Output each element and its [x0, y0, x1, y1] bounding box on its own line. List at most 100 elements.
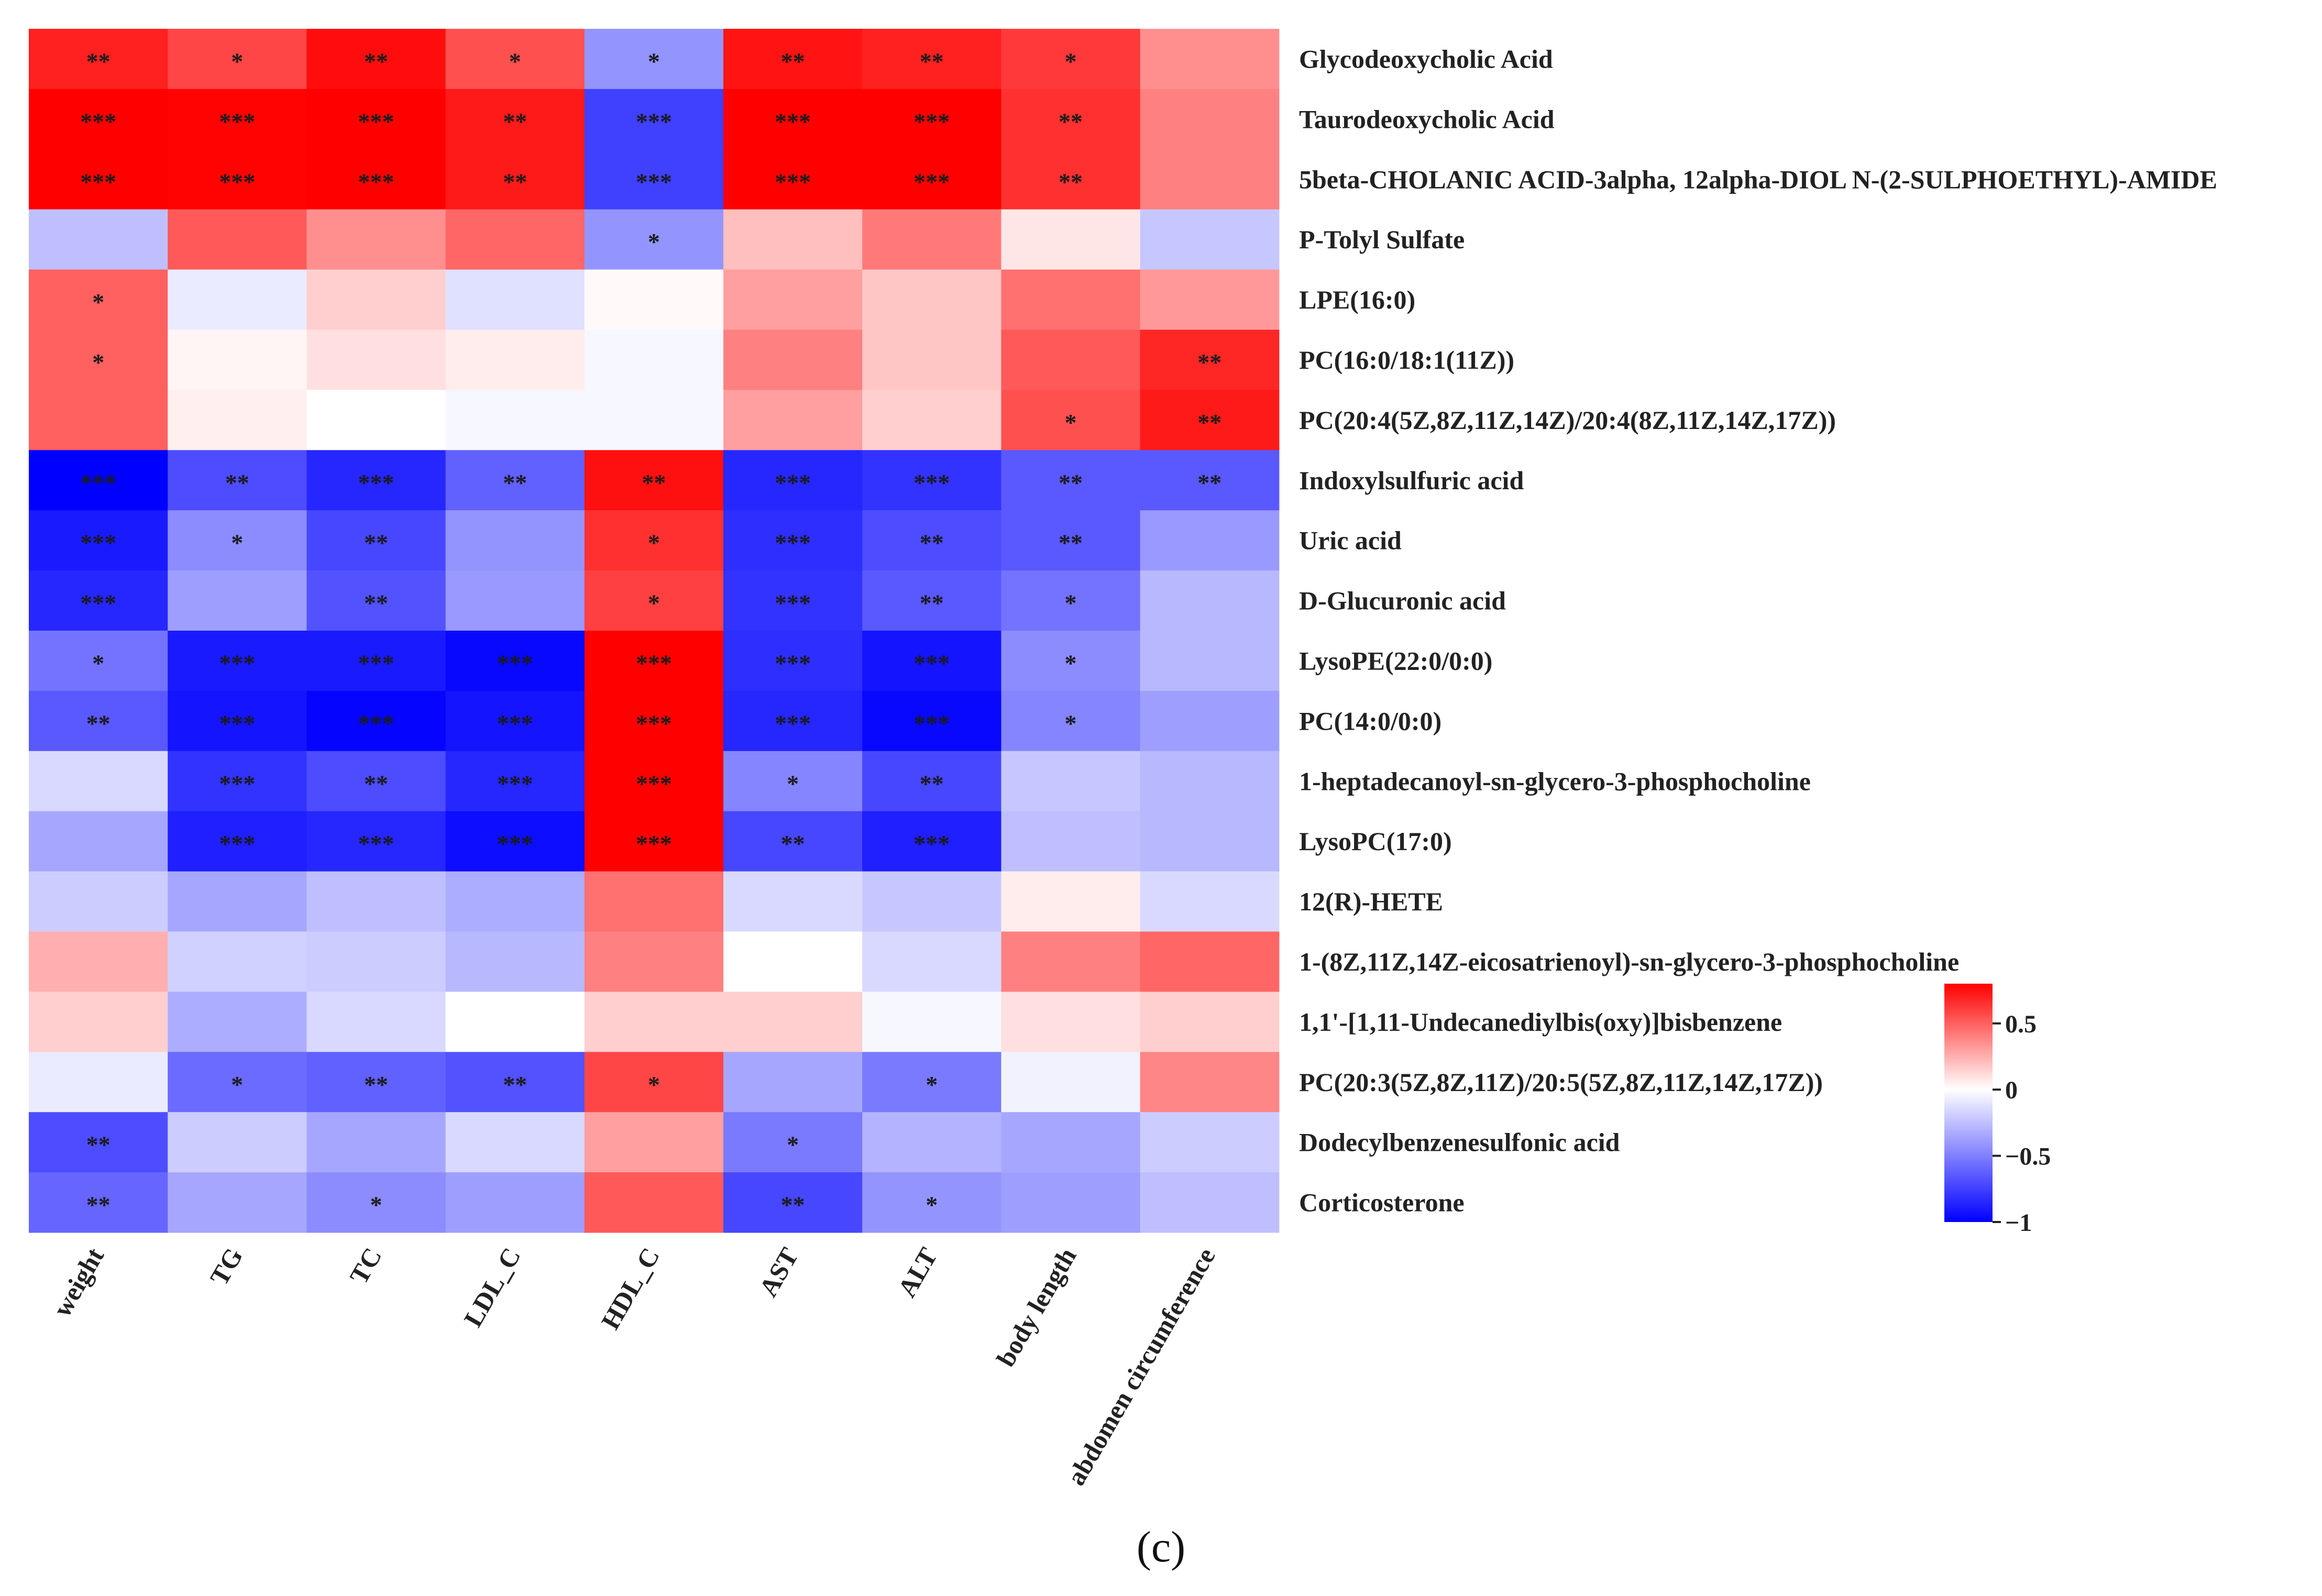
heatmap-cell — [306, 811, 446, 872]
heatmap-cell — [862, 329, 1002, 390]
heatmap-cell — [445, 931, 585, 992]
significance-label: *** — [80, 168, 116, 195]
heatmap-cell — [1140, 931, 1280, 992]
heatmap-cell — [306, 149, 446, 210]
significance-label: ** — [503, 168, 527, 195]
column-label: LDL_C — [458, 1243, 526, 1332]
heatmap-cell — [306, 631, 446, 691]
significance-label: * — [92, 289, 104, 315]
heatmap-cell — [584, 269, 724, 331]
row-label: Taurodeoxycholic Acid — [1299, 104, 1555, 134]
heatmap-cell — [306, 450, 446, 511]
heatmap-cell — [445, 811, 585, 872]
heatmap-cell — [29, 690, 168, 752]
heatmap-cell — [29, 269, 168, 331]
heatmap-cell — [584, 209, 724, 270]
heatmap-cell — [862, 390, 1002, 450]
heatmap-cell — [168, 149, 307, 210]
heatmap-cell — [306, 690, 446, 752]
row-label: 5beta-CHOLANIC ACID-3alpha, 12alpha-DIOL… — [1299, 164, 2217, 194]
significance-label: * — [1065, 48, 1077, 74]
significance-label: *** — [358, 108, 394, 135]
heatmap-cell — [29, 510, 168, 571]
significance-label: * — [1065, 590, 1077, 617]
heatmap-cell — [445, 631, 585, 691]
significance-label: *** — [914, 108, 950, 135]
column-label: weight — [47, 1242, 109, 1322]
heatmap-cell — [168, 1112, 307, 1173]
significance-label: *** — [358, 650, 394, 676]
heatmap-cell — [1140, 450, 1280, 511]
row-label: 1-(8Z,11Z,14Z-eicosatrienoyl)-sn-glycero… — [1299, 947, 1959, 976]
significance-label: ** — [364, 590, 388, 617]
heatmap-cell — [1140, 1112, 1280, 1173]
significance-label: ** — [920, 590, 944, 617]
significance-label: *** — [775, 108, 811, 135]
heatmap-cell — [29, 1052, 168, 1113]
heatmap-cell — [1001, 29, 1141, 90]
significance-label: *** — [219, 650, 255, 676]
heatmap-cell — [1001, 149, 1141, 210]
significance-label: *** — [219, 830, 255, 857]
significance-label: ** — [225, 469, 249, 496]
row-labels: Glycodeoxycholic Acid Taurodeoxycholic Ac… — [1299, 44, 2217, 1217]
heatmap-cell — [168, 931, 307, 992]
significance-label: ** — [781, 830, 805, 857]
significance-label: *** — [80, 590, 116, 617]
significance-label: ** — [86, 710, 111, 736]
significance-label: *** — [914, 168, 950, 195]
row-label: PC(14:0/0:0) — [1299, 706, 1441, 735]
significance-label: ** — [364, 770, 388, 797]
heatmap-cell — [584, 1172, 724, 1233]
significance-label: ** — [1197, 349, 1221, 376]
significance-label: *** — [775, 590, 811, 617]
significance-label: * — [92, 650, 104, 676]
heatmap-cell — [584, 631, 724, 691]
significance-label: * — [231, 48, 243, 74]
column-label: HDL_C — [596, 1243, 665, 1335]
heatmap-cell — [723, 1172, 863, 1233]
heatmap-cell — [306, 209, 446, 270]
significance-label: * — [787, 770, 799, 797]
heatmap-cell — [306, 871, 446, 932]
heatmap-cell — [1140, 1172, 1280, 1233]
significance-label: *** — [497, 710, 533, 736]
heatmap-cell — [1001, 329, 1141, 390]
heatmap-cell — [29, 992, 168, 1052]
heatmap-cell — [168, 450, 307, 511]
heatmap-cell — [584, 390, 724, 450]
significance-label: * — [648, 590, 660, 617]
significance-label: ** — [1059, 469, 1083, 496]
significance-label: ** — [86, 1131, 111, 1158]
heatmap-cell — [723, 510, 863, 571]
heatmap-cell — [584, 570, 724, 631]
heatmap-cell — [1001, 992, 1141, 1052]
colorbar-tick-label: −1 — [2005, 1209, 2032, 1237]
column-label: TC — [344, 1243, 387, 1289]
heatmap-cell — [168, 510, 307, 571]
significance-label: * — [1065, 650, 1077, 676]
significance-label: *** — [775, 530, 811, 556]
significance-label: *** — [914, 830, 950, 857]
significance-label: * — [926, 1192, 938, 1218]
significance-label: * — [1065, 710, 1077, 736]
significance-label: *** — [914, 469, 950, 496]
significance-label: ** — [364, 530, 388, 556]
heatmap-cell — [168, 1172, 307, 1233]
heatmap-cell — [862, 209, 1002, 270]
heatmap-cell — [445, 29, 585, 90]
heatmap-cell — [29, 329, 168, 390]
row-label: Dodecylbenzenesulfonic acid — [1299, 1128, 1620, 1157]
column-label: TG — [204, 1243, 249, 1291]
heatmap-cell — [1140, 690, 1280, 752]
heatmap-cell — [1001, 450, 1141, 511]
significance-label: *** — [636, 650, 672, 676]
heatmap-cell — [723, 1052, 863, 1113]
heatmap-cell — [584, 690, 724, 752]
row-label: Indoxylsulfuric acid — [1299, 466, 1524, 495]
heatmap-cell — [306, 570, 446, 631]
row-label: PC(20:4(5Z,8Z,11Z,14Z)/20:4(8Z,11Z,14Z,1… — [1299, 405, 1836, 435]
heatmap-cell — [1001, 631, 1141, 691]
heatmap-cell — [306, 390, 446, 450]
